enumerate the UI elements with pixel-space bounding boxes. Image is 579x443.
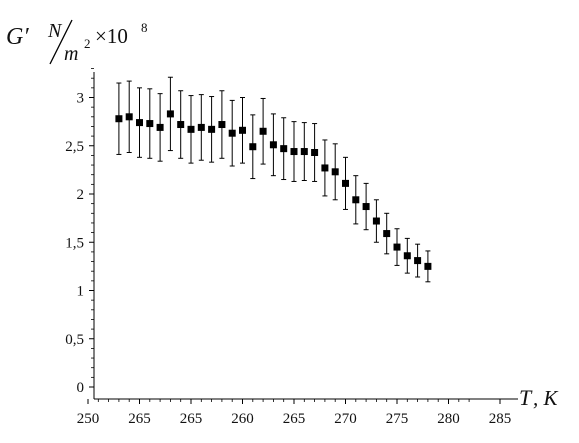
x-tick-label: 265 [128, 411, 151, 427]
data-point [372, 217, 380, 225]
data-point [300, 148, 308, 156]
data-point [249, 143, 257, 151]
y-axis-multiplier: ×10 [95, 24, 128, 48]
data-point [290, 148, 298, 156]
x-ticks: 250 265 265 260 265 270 275 280 285 [77, 399, 512, 427]
data-point [187, 125, 195, 133]
y-ticks: 0 0,5 1 1,5 2 2,5 3 [65, 68, 94, 396]
x-tick-label: 250 [77, 411, 100, 427]
data-point [239, 126, 246, 134]
data-point [362, 203, 370, 211]
y-tick-label: 1,5 [65, 235, 84, 251]
data-point [280, 145, 288, 153]
x-tick-label: 265 [283, 411, 306, 427]
data-point [269, 141, 277, 149]
data-point [393, 243, 401, 251]
x-tick-label: 285 [489, 411, 512, 427]
data-point [156, 123, 164, 131]
data-point [115, 115, 123, 123]
data-point [342, 179, 349, 187]
data-point [146, 120, 154, 128]
y-axis-unit-numerator: N [47, 20, 63, 42]
x-tick-label: 280 [437, 411, 460, 427]
y-tick-label: 2,5 [65, 139, 84, 155]
data-point [383, 230, 391, 238]
x-axis-symbol: T [519, 385, 533, 410]
data-point [125, 113, 133, 121]
data-point [321, 164, 329, 172]
data-point [424, 262, 432, 270]
y-axis-multiplier-exponent: 8 [141, 20, 148, 35]
data-point [259, 127, 267, 135]
data-point [208, 125, 216, 133]
y-tick-label: 0 [77, 380, 85, 396]
data-point [414, 257, 422, 265]
x-tick-label: 265 [180, 411, 203, 427]
data-point [166, 110, 174, 118]
data-point [311, 149, 319, 157]
data-point [331, 168, 339, 176]
y-axis-unit-denominator: m [64, 43, 78, 65]
y-axis-title: G′ N m 2 ×10 8 [6, 19, 148, 65]
x-axis-title: T , K [519, 385, 559, 410]
x-tick-label: 270 [334, 411, 357, 427]
data-point [136, 119, 143, 127]
x-axis-unit: , K [533, 386, 559, 410]
y-axis-unit-exponent: 2 [84, 36, 91, 51]
y-tick-label: 2 [77, 187, 85, 203]
y-axis-symbol: G′ [6, 24, 29, 50]
data-point [177, 121, 185, 129]
data-point [228, 129, 236, 137]
y-tick-label: 1 [77, 284, 85, 300]
y-axis-unit-slash [49, 19, 73, 65]
x-tick-label: 260 [231, 411, 254, 427]
data-point [197, 123, 205, 131]
data-point [352, 196, 360, 204]
data-points [115, 110, 432, 270]
error-bars [116, 76, 431, 283]
y-tick-label: 0,5 [65, 332, 84, 348]
x-tick-label: 275 [386, 411, 409, 427]
y-tick-label: 3 [77, 91, 85, 107]
data-point [403, 252, 411, 260]
data-point [218, 121, 226, 129]
